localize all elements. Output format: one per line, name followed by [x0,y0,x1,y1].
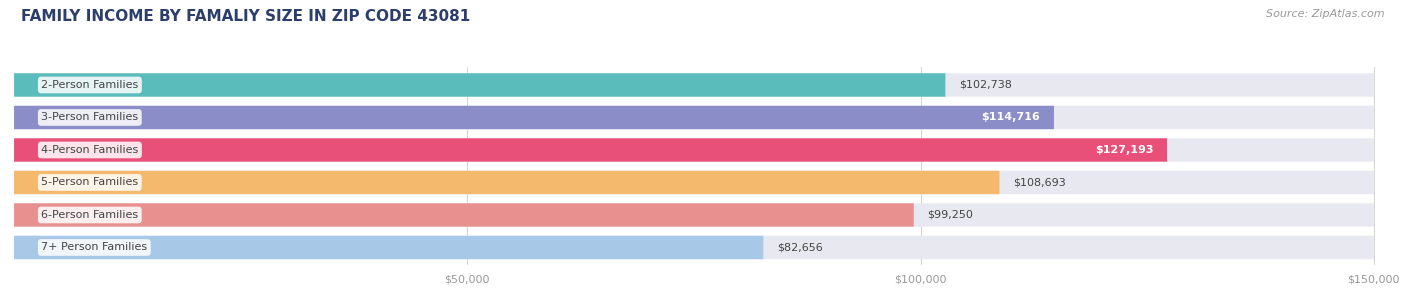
Text: $102,738: $102,738 [959,80,1012,90]
Text: 5-Person Families: 5-Person Families [41,178,138,188]
Text: $99,250: $99,250 [928,210,973,220]
Text: $108,693: $108,693 [1012,178,1066,188]
FancyBboxPatch shape [14,73,1374,97]
Text: 3-Person Families: 3-Person Families [41,113,138,123]
FancyBboxPatch shape [14,236,1374,259]
Text: Source: ZipAtlas.com: Source: ZipAtlas.com [1267,9,1385,19]
FancyBboxPatch shape [14,106,1054,129]
Text: 6-Person Families: 6-Person Families [41,210,138,220]
Text: $114,716: $114,716 [981,113,1040,123]
Text: 4-Person Families: 4-Person Families [41,145,139,155]
FancyBboxPatch shape [14,106,1374,129]
FancyBboxPatch shape [14,171,1374,194]
Text: $127,193: $127,193 [1095,145,1153,155]
Text: 7+ Person Families: 7+ Person Families [41,242,148,253]
Text: FAMILY INCOME BY FAMALIY SIZE IN ZIP CODE 43081: FAMILY INCOME BY FAMALIY SIZE IN ZIP COD… [21,9,471,24]
FancyBboxPatch shape [14,73,945,97]
FancyBboxPatch shape [14,138,1167,162]
FancyBboxPatch shape [14,171,1000,194]
Text: 2-Person Families: 2-Person Families [41,80,139,90]
FancyBboxPatch shape [14,203,914,227]
FancyBboxPatch shape [14,203,1374,227]
Text: $82,656: $82,656 [778,242,823,253]
FancyBboxPatch shape [14,138,1374,162]
FancyBboxPatch shape [14,236,763,259]
